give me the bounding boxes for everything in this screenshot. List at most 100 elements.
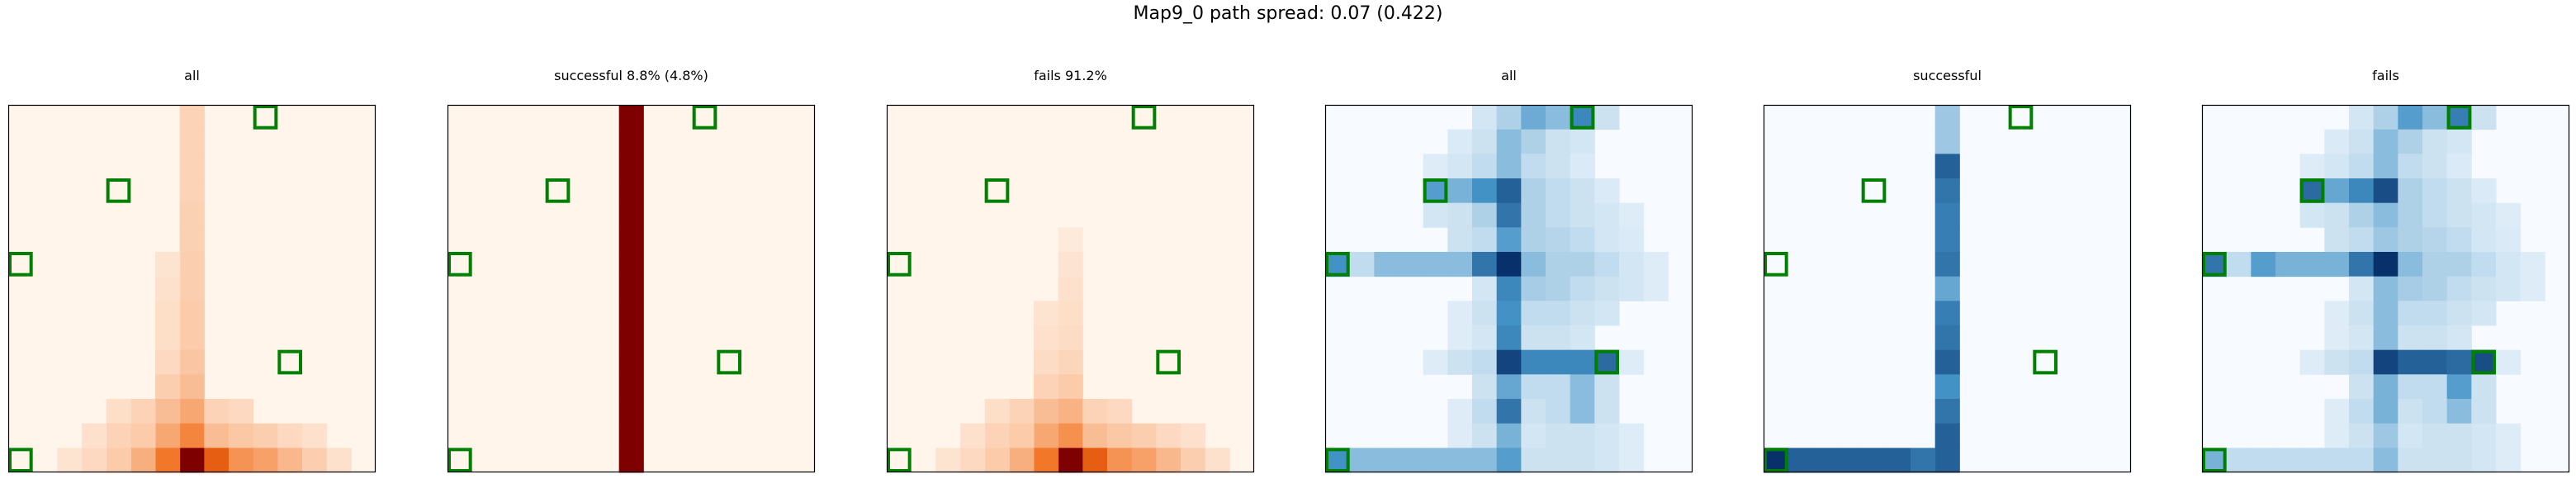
heatmap-cell: [1521, 202, 1546, 228]
goal-marker: [1764, 252, 1788, 277]
heatmap-cell: [2496, 202, 2522, 228]
heatmap-cell: [1447, 202, 1473, 228]
heatmap-cell: [2422, 105, 2448, 130]
goal-marker: [2033, 349, 2057, 375]
heatmap-svg: [7, 104, 376, 473]
heatmap-cell: [2398, 374, 2423, 400]
heatmap-cell: [2446, 276, 2472, 301]
heatmap-cell: [1472, 423, 1498, 448]
heatmap-cell: [1472, 105, 1498, 130]
heatmap-cell: [2373, 325, 2398, 351]
goal-marker: [2008, 105, 2034, 130]
heatmap-cell: [2422, 129, 2448, 154]
heatmap-cell: [179, 178, 205, 204]
heatmap-cell: [1521, 399, 1546, 424]
heatmap-cell: [2324, 202, 2350, 228]
heatmap-cell: [2299, 178, 2325, 204]
heatmap-cell: [179, 129, 205, 154]
heatmap-cell: [2299, 448, 2325, 473]
heatmap-cell: [155, 423, 181, 448]
heatmap-cell: [2422, 349, 2448, 375]
heatmap-cell: [2422, 154, 2448, 179]
axes-frame: [7, 104, 376, 473]
heatmap-cell: [1399, 252, 1424, 277]
heatmap-cell: [1788, 448, 1813, 473]
heatmap-cell: [2349, 252, 2375, 277]
heatmap-cell: [229, 448, 254, 473]
heatmap-cell: [1521, 178, 1546, 204]
heatmap-cell: [1521, 325, 1546, 351]
heatmap-cell: [1619, 423, 1645, 448]
heatmap-cell: [2202, 252, 2228, 277]
heatmap-cell: [1570, 202, 1595, 228]
heatmap-cell: [1472, 227, 1498, 253]
panel-blue-fails: fails: [2201, 0, 2570, 479]
heatmap-cell: [2398, 178, 2423, 204]
heatmap-cell: [2324, 227, 2350, 253]
heatmap-cell: [2520, 276, 2545, 301]
heatmap-cell: [1594, 252, 1620, 277]
heatmap-cell: [618, 374, 644, 400]
heatmap-cell: [2349, 105, 2375, 130]
heatmap-cell: [1594, 276, 1620, 301]
heatmap-cell: [960, 448, 986, 473]
panel-orange-fails: fails 91.2%: [886, 0, 1255, 479]
heatmap-cell: [2275, 252, 2301, 277]
panel-title: all: [184, 68, 200, 83]
heatmap-cell: [1156, 423, 1181, 448]
heatmap-cell: [2422, 227, 2448, 253]
heatmap-cell: [106, 448, 131, 473]
heatmap-cell: [2373, 374, 2398, 400]
heatmap-cell: [1570, 399, 1595, 424]
heatmap-cell: [2324, 252, 2350, 277]
heatmap-cell: [130, 399, 156, 424]
heatmap-cell: [2496, 423, 2522, 448]
heatmap-cell: [1058, 325, 1083, 351]
heatmap-cell: [1034, 448, 1059, 473]
heatmap-cell: [1521, 129, 1546, 154]
heatmap-cell: [1594, 423, 1620, 448]
panel-title: fails: [2372, 68, 2399, 83]
heatmap-cell: [2349, 301, 2375, 326]
heatmap-cell: [2471, 301, 2497, 326]
heatmap-cell: [2251, 252, 2276, 277]
heatmap-cell: [1594, 448, 1620, 473]
heatmap-cell: [179, 349, 205, 375]
heatmap-cell: [1034, 301, 1059, 326]
heatmap-cell: [1423, 252, 1448, 277]
heatmap-cell: [2471, 374, 2497, 400]
heatmap-cell: [1521, 105, 1546, 130]
heatmap-cell: [1181, 448, 1206, 473]
heatmap-cell: [1034, 423, 1059, 448]
figure-title: Map9_0 path spread: 0.07 (0.422): [1133, 3, 1443, 24]
heatmap-cell: [1546, 448, 1571, 473]
heatmap-cell: [1472, 399, 1498, 424]
goal-marker: [2446, 105, 2472, 130]
heatmap-cell: [2324, 178, 2350, 204]
heatmap-cell: [1496, 129, 1522, 154]
heatmap-cell: [618, 325, 644, 351]
heatmap-cell: [1058, 252, 1083, 277]
heatmap-cell: [2446, 423, 2472, 448]
heatmap-svg: [447, 104, 816, 473]
goal-marker: [2471, 349, 2496, 375]
heatmap-cell: [1447, 325, 1473, 351]
panel-blue-all: all: [1324, 0, 1693, 479]
heatmap-cell: [2446, 105, 2472, 130]
heatmap-cell: [2324, 399, 2350, 424]
heatmap-cell: [1058, 423, 1083, 448]
heatmap-cell: [155, 448, 181, 473]
heatmap-cell: [618, 252, 644, 277]
heatmap-cell: [1472, 154, 1498, 179]
heatmap-cell: [2349, 399, 2375, 424]
heatmap-cell: [2226, 252, 2252, 277]
heatmap-cell: [2398, 423, 2423, 448]
heatmap-svg: [886, 104, 1255, 473]
heatmap-cell: [1934, 252, 1960, 277]
heatmap-cell: [1496, 276, 1522, 301]
heatmap-cell: [2373, 154, 2398, 179]
heatmap-cell: [1374, 448, 1399, 473]
heatmap-cell: [2373, 399, 2398, 424]
panel-title: fails 91.2%: [1034, 68, 1107, 83]
heatmap-cell: [1496, 374, 1522, 400]
